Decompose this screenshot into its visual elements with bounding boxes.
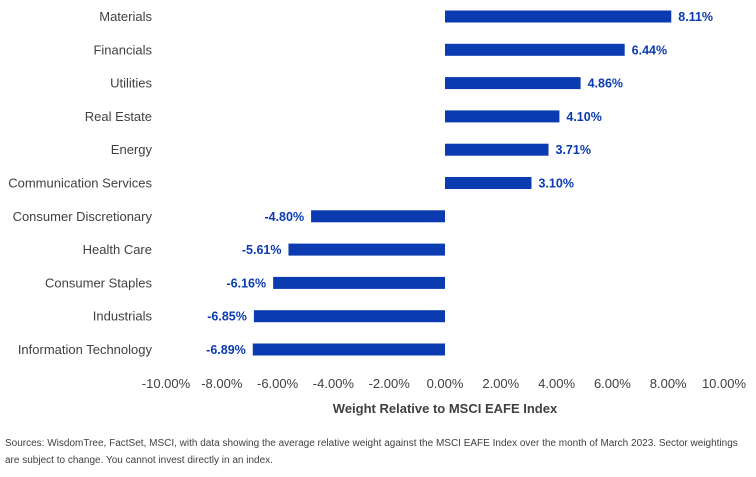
x-axis-title: Weight Relative to MSCI EAFE Index xyxy=(333,401,558,416)
source-footnote: Sources: WisdomTree, FactSet, MSCI, with… xyxy=(5,438,738,466)
x-tick-label: 6.00% xyxy=(594,376,631,391)
category-labels: Materials Financials Utilities Real Estate E… xyxy=(8,9,152,357)
category-label: Consumer Staples xyxy=(45,275,152,290)
category-label: Financials xyxy=(93,42,152,57)
bars xyxy=(252,10,672,356)
bar xyxy=(445,143,549,156)
data-label: 8.11% xyxy=(678,10,713,24)
bar xyxy=(273,276,445,289)
category-label: Industrials xyxy=(93,309,153,324)
x-tick-label: 10.00% xyxy=(702,376,747,391)
value-labels: 8.11% 6.44% 4.86% 4.10% 3.71% 3.10% -4.80% -5.6… xyxy=(206,10,713,357)
bar xyxy=(445,110,560,123)
category-label: Materials xyxy=(99,9,152,24)
x-tick-label: 8.00% xyxy=(650,376,687,391)
data-label: -6.85% xyxy=(207,310,247,324)
x-tick-label: -4.00% xyxy=(313,376,355,391)
bar xyxy=(253,310,445,323)
bar xyxy=(445,10,672,23)
category-label: Health Care xyxy=(83,242,152,257)
data-label: 4.86% xyxy=(588,77,623,91)
data-label: 3.71% xyxy=(556,143,591,157)
bar xyxy=(445,43,625,56)
data-label: -5.61% xyxy=(242,243,282,257)
bar xyxy=(252,343,445,356)
x-tick-label: -10.00% xyxy=(142,376,191,391)
data-label: -4.80% xyxy=(264,210,304,224)
data-label: -6.89% xyxy=(206,343,246,357)
x-tick-label: 4.00% xyxy=(538,376,575,391)
x-tick-label: -8.00% xyxy=(201,376,243,391)
bar xyxy=(445,177,532,189)
category-label: Communication Services xyxy=(8,176,152,191)
data-label: -6.16% xyxy=(227,276,267,290)
category-label: Consumer Discretionary xyxy=(13,209,153,224)
data-label: 4.10% xyxy=(566,110,601,124)
x-axis-tick-labels: -10.00% -8.00% -6.00% -4.00% -2.00% 0.00% 2.00… xyxy=(142,376,747,391)
category-label: Utilities xyxy=(110,76,152,91)
category-label: Information Technology xyxy=(18,342,153,357)
bar xyxy=(288,243,445,256)
x-tick-label: -2.00% xyxy=(369,376,411,391)
bar xyxy=(445,77,581,90)
data-label: 3.10% xyxy=(538,177,573,191)
relative-weight-bar-chart: Materials Financials Utilities Real Estate E… xyxy=(8,9,747,416)
category-label: Real Estate xyxy=(85,109,152,124)
x-tick-label: 0.00% xyxy=(427,376,464,391)
category-label: Energy xyxy=(111,142,153,157)
x-tick-label: -6.00% xyxy=(257,376,299,391)
data-label: 6.44% xyxy=(632,43,667,57)
bar xyxy=(311,210,445,223)
x-tick-label: 2.00% xyxy=(482,376,519,391)
